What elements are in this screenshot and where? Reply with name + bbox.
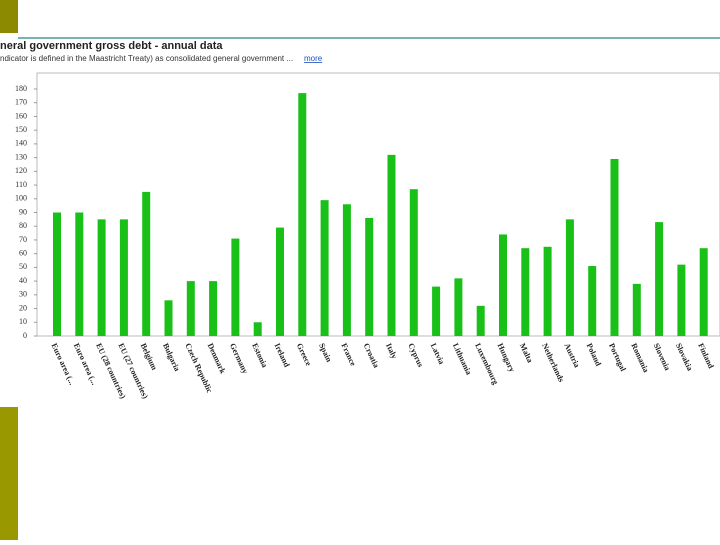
bar	[543, 246, 552, 336]
more-link[interactable]: more	[304, 54, 323, 63]
bar	[454, 278, 463, 336]
x-tick-label: Bulgaria	[161, 342, 182, 373]
bar	[320, 200, 329, 336]
bar	[521, 248, 530, 336]
y-tick-label: 0	[23, 331, 27, 340]
x-tick-label: Portugal	[607, 342, 628, 373]
y-tick-label: 150	[15, 125, 27, 134]
corner-block	[0, 0, 18, 33]
x-tick-label: Spain	[317, 342, 334, 364]
y-tick-label: 130	[15, 152, 27, 161]
bar	[276, 227, 284, 336]
x-tick-label: Malta	[518, 342, 535, 364]
y-tick-label: 60	[19, 248, 27, 257]
bar	[432, 286, 441, 336]
y-tick-label: 80	[19, 221, 27, 230]
y-tick-label: 120	[15, 166, 27, 175]
bar	[119, 219, 128, 336]
y-tick-label: 90	[19, 207, 27, 216]
chart-subtitle: ndicator is defined in the Maastricht Tr…	[0, 54, 293, 63]
y-tick-label: 10	[19, 317, 27, 326]
bar	[632, 283, 641, 336]
y-tick-label: 160	[15, 111, 27, 120]
x-tick-label: Ireland	[273, 342, 292, 369]
bar	[476, 305, 485, 336]
bar	[209, 281, 218, 336]
y-tick-label: 180	[15, 84, 27, 93]
bar	[565, 219, 574, 336]
x-tick-label: Slovenia	[652, 342, 672, 372]
x-tick-label: Cyprus	[406, 342, 425, 369]
bar	[699, 248, 708, 336]
x-tick-label: Denmark	[206, 342, 228, 376]
x-tick-label: Euro area (...	[50, 342, 77, 386]
x-tick-label: Germany	[228, 342, 250, 375]
side-block	[0, 407, 18, 540]
bar	[588, 266, 597, 336]
x-tick-label: Finland	[696, 342, 716, 370]
y-tick-label: 50	[19, 262, 27, 271]
bar	[298, 93, 307, 336]
x-tick-label: Greece	[295, 342, 313, 368]
y-tick-label: 70	[19, 235, 27, 244]
bar	[499, 234, 507, 336]
bar	[97, 219, 106, 336]
bar	[610, 158, 619, 336]
bar	[655, 222, 664, 336]
bar	[409, 189, 418, 336]
bar	[75, 212, 84, 336]
bar	[164, 300, 173, 336]
x-tick-label: Croatia	[362, 342, 381, 369]
bar	[231, 238, 240, 336]
x-tick-label: Estonia	[250, 342, 269, 369]
x-tick-label: Slovakia	[674, 342, 695, 372]
bar	[253, 322, 262, 336]
bar	[365, 217, 374, 336]
bar	[677, 264, 686, 336]
y-tick-label: 100	[15, 194, 27, 203]
x-tick-label: Hungary	[496, 342, 517, 374]
x-tick-label: Italy	[384, 342, 399, 360]
x-tick-label: Latvia	[429, 342, 447, 366]
y-tick-label: 40	[19, 276, 27, 285]
y-tick-label: 170	[15, 98, 27, 107]
bar	[53, 212, 61, 336]
x-tick-label: Poland	[585, 342, 604, 368]
y-tick-label: 140	[15, 139, 27, 148]
x-tick-label: Romania	[629, 342, 650, 374]
y-tick-label: 20	[19, 303, 27, 312]
x-tick-label: France	[339, 342, 357, 368]
bar	[142, 191, 151, 336]
bar	[342, 204, 351, 336]
x-tick-label: Luxembourg	[473, 342, 500, 386]
y-tick-label: 110	[15, 180, 27, 189]
bar	[186, 281, 195, 336]
x-tick-label: Lithuania	[451, 342, 473, 376]
x-tick-label: Netherlands	[540, 342, 566, 384]
x-tick-label: Austria	[562, 342, 581, 369]
x-tick-label: Belgium	[139, 342, 159, 372]
y-tick-label: 30	[19, 290, 27, 299]
plot-frame	[36, 72, 720, 337]
chart-title: neral government gross debt - annual dat…	[0, 40, 223, 52]
bar	[387, 154, 396, 336]
